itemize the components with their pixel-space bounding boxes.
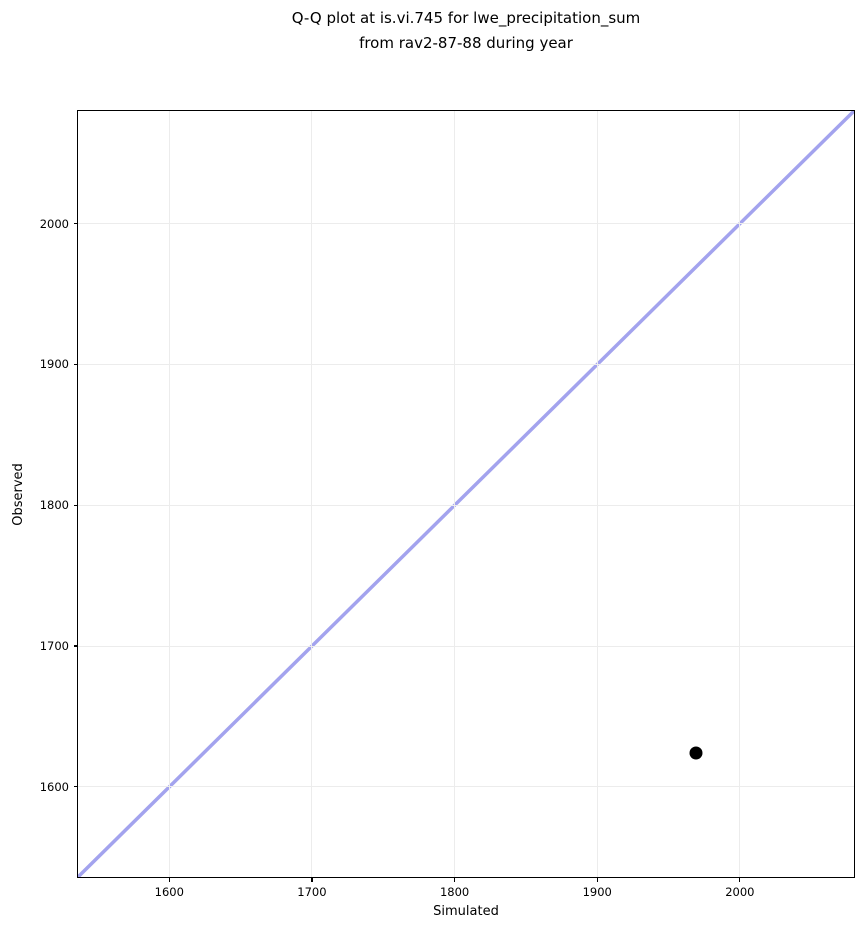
x-tick-label: 1900: [582, 885, 612, 899]
y-tick-label: 1800: [39, 498, 69, 513]
y-tick-mark: [73, 504, 78, 506]
grid-line-x: [168, 111, 170, 877]
grid-line-x: [596, 111, 598, 877]
y-tick-mark: [73, 645, 78, 647]
y-tick-mark: [73, 223, 78, 225]
grid-line-y: [78, 645, 854, 647]
y-tick-mark: [73, 786, 78, 788]
grid-line-x: [739, 111, 741, 877]
identity-line-layer: [78, 111, 854, 877]
plot-area: Simulated Observed 1600 1700 1800 1900 2000 1…: [11, 110, 855, 919]
identity-line: [78, 111, 854, 877]
chart-title-line-1: Q-Q plot at is.vi.745 for lwe_precipitat…: [291, 9, 641, 27]
x-axis-label: Simulated: [433, 904, 499, 919]
grid-line-x: [311, 111, 313, 877]
y-tick-label: 2000: [39, 216, 69, 231]
grid-line-y: [78, 363, 854, 365]
y-tick-label: 1900: [39, 357, 69, 372]
grid-line-y: [78, 504, 854, 506]
y-axis-label: Observed: [10, 462, 26, 526]
data-point: [689, 746, 703, 760]
y-tick-mark: [73, 363, 78, 366]
y-tick-label: 1700: [39, 639, 69, 654]
chart-title: Q-Q plot at is.vi.745 for lwe_precipitat…: [77, 6, 855, 55]
x-tick-label: 1800: [439, 885, 470, 899]
x-tick-label: 2000: [725, 885, 755, 899]
x-tick-mark: [168, 877, 170, 882]
y-tick-label: 1600: [39, 779, 69, 794]
y-axis-label-wrap: Observed: [1, 111, 35, 877]
x-tick-mark: [311, 877, 313, 882]
x-tick-label: 1700: [297, 885, 327, 899]
grid-line-x: [454, 111, 456, 877]
x-tick-mark: [453, 877, 456, 882]
chart-title-line-2: from rav2-87-88 during year: [359, 33, 573, 52]
x-tick-mark: [596, 877, 598, 882]
x-tick-label: 1600: [154, 885, 184, 899]
grid-line-y: [78, 786, 854, 788]
x-tick-mark: [739, 877, 741, 882]
grid-line-y: [78, 223, 854, 225]
